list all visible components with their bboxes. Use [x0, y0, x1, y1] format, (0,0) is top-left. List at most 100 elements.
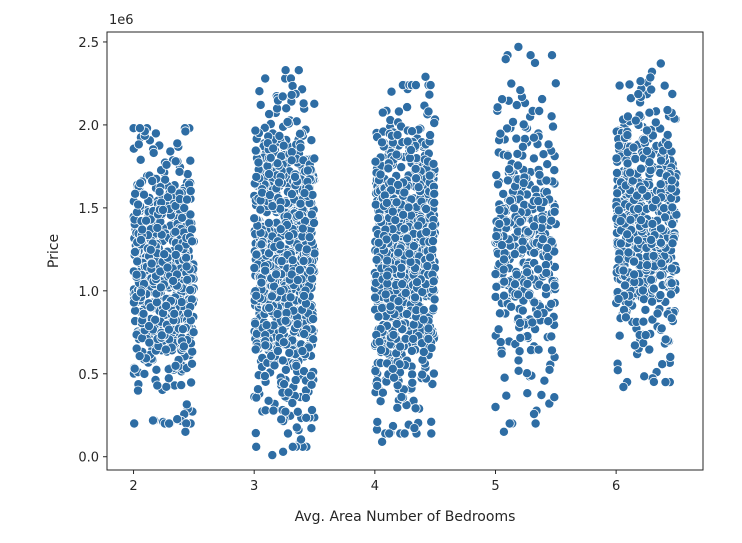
data-point	[291, 360, 302, 371]
data-point	[624, 79, 635, 90]
data-point	[498, 426, 509, 437]
data-point	[139, 368, 150, 379]
data-point	[146, 258, 157, 269]
data-point	[386, 86, 397, 97]
data-point	[285, 292, 296, 303]
data-point	[646, 234, 657, 245]
data-point	[647, 296, 658, 307]
data-point	[254, 86, 265, 97]
data-point	[276, 414, 287, 425]
data-point	[160, 344, 171, 355]
data-point	[547, 50, 558, 61]
data-point	[650, 195, 661, 206]
data-point	[504, 164, 515, 175]
data-point	[282, 117, 293, 128]
data-point	[401, 308, 412, 319]
data-point	[283, 231, 294, 242]
data-point	[185, 185, 196, 196]
data-point	[498, 264, 509, 275]
data-point	[400, 287, 411, 298]
data-point	[138, 308, 149, 319]
data-point	[185, 155, 196, 166]
data-point	[494, 308, 505, 319]
data-point	[250, 145, 261, 156]
data-point	[297, 223, 308, 234]
data-point	[425, 130, 436, 141]
data-point	[402, 136, 413, 147]
data-point	[652, 308, 663, 319]
data-point	[543, 316, 554, 327]
data-point	[418, 305, 429, 316]
data-point	[382, 255, 393, 266]
data-point	[174, 166, 185, 177]
data-point	[283, 387, 294, 398]
data-point	[392, 402, 403, 413]
data-point	[642, 145, 653, 156]
data-point	[306, 379, 317, 390]
data-point	[424, 170, 435, 181]
data-point	[286, 189, 297, 200]
data-point	[421, 226, 432, 237]
data-point	[515, 216, 526, 227]
data-point	[517, 305, 528, 316]
data-point	[298, 98, 309, 109]
data-point	[496, 240, 507, 251]
data-point	[662, 105, 673, 116]
data-point	[629, 269, 640, 280]
data-point	[282, 428, 293, 439]
data-point	[308, 217, 319, 228]
data-point	[393, 247, 404, 258]
data-point	[182, 274, 193, 285]
data-point	[391, 318, 402, 329]
data-point	[130, 305, 141, 316]
data-point	[620, 312, 631, 323]
data-point	[135, 287, 146, 298]
x-tick-label: 3	[250, 479, 258, 494]
data-point	[172, 414, 183, 425]
data-point	[418, 314, 429, 325]
data-point	[377, 107, 388, 118]
data-point	[515, 85, 526, 96]
data-point	[250, 318, 261, 329]
data-point	[411, 277, 422, 288]
data-point	[527, 317, 538, 328]
data-point	[292, 406, 303, 417]
data-point	[388, 329, 399, 340]
data-point	[511, 133, 522, 144]
data-point	[522, 278, 533, 289]
data-point	[429, 294, 440, 305]
data-point	[633, 203, 644, 214]
data-point	[256, 277, 267, 288]
data-point	[667, 238, 678, 249]
data-point	[264, 302, 275, 313]
data-point	[277, 91, 288, 102]
data-point	[278, 140, 289, 151]
y-tick-label: 2.0	[78, 119, 99, 134]
data-point	[156, 330, 167, 341]
data-point	[409, 423, 420, 434]
data-point	[532, 309, 543, 320]
data-point	[422, 261, 433, 272]
y-tick-label: 1.5	[78, 202, 99, 217]
data-point	[172, 138, 183, 149]
data-point	[388, 372, 399, 383]
data-point	[625, 214, 636, 225]
data-point	[660, 377, 671, 388]
data-point	[170, 156, 181, 167]
data-point	[275, 240, 286, 251]
data-point	[150, 314, 161, 325]
data-point	[612, 188, 623, 199]
data-point	[529, 408, 540, 419]
data-point	[633, 235, 644, 246]
data-point	[185, 209, 196, 220]
data-point	[399, 428, 410, 439]
data-point	[517, 141, 528, 152]
data-point	[375, 396, 386, 407]
data-point	[162, 262, 173, 273]
data-point	[281, 103, 292, 114]
data-point	[525, 50, 536, 61]
data-point	[502, 150, 513, 161]
data-point	[541, 267, 552, 278]
data-point	[506, 78, 517, 89]
data-point	[166, 184, 177, 195]
